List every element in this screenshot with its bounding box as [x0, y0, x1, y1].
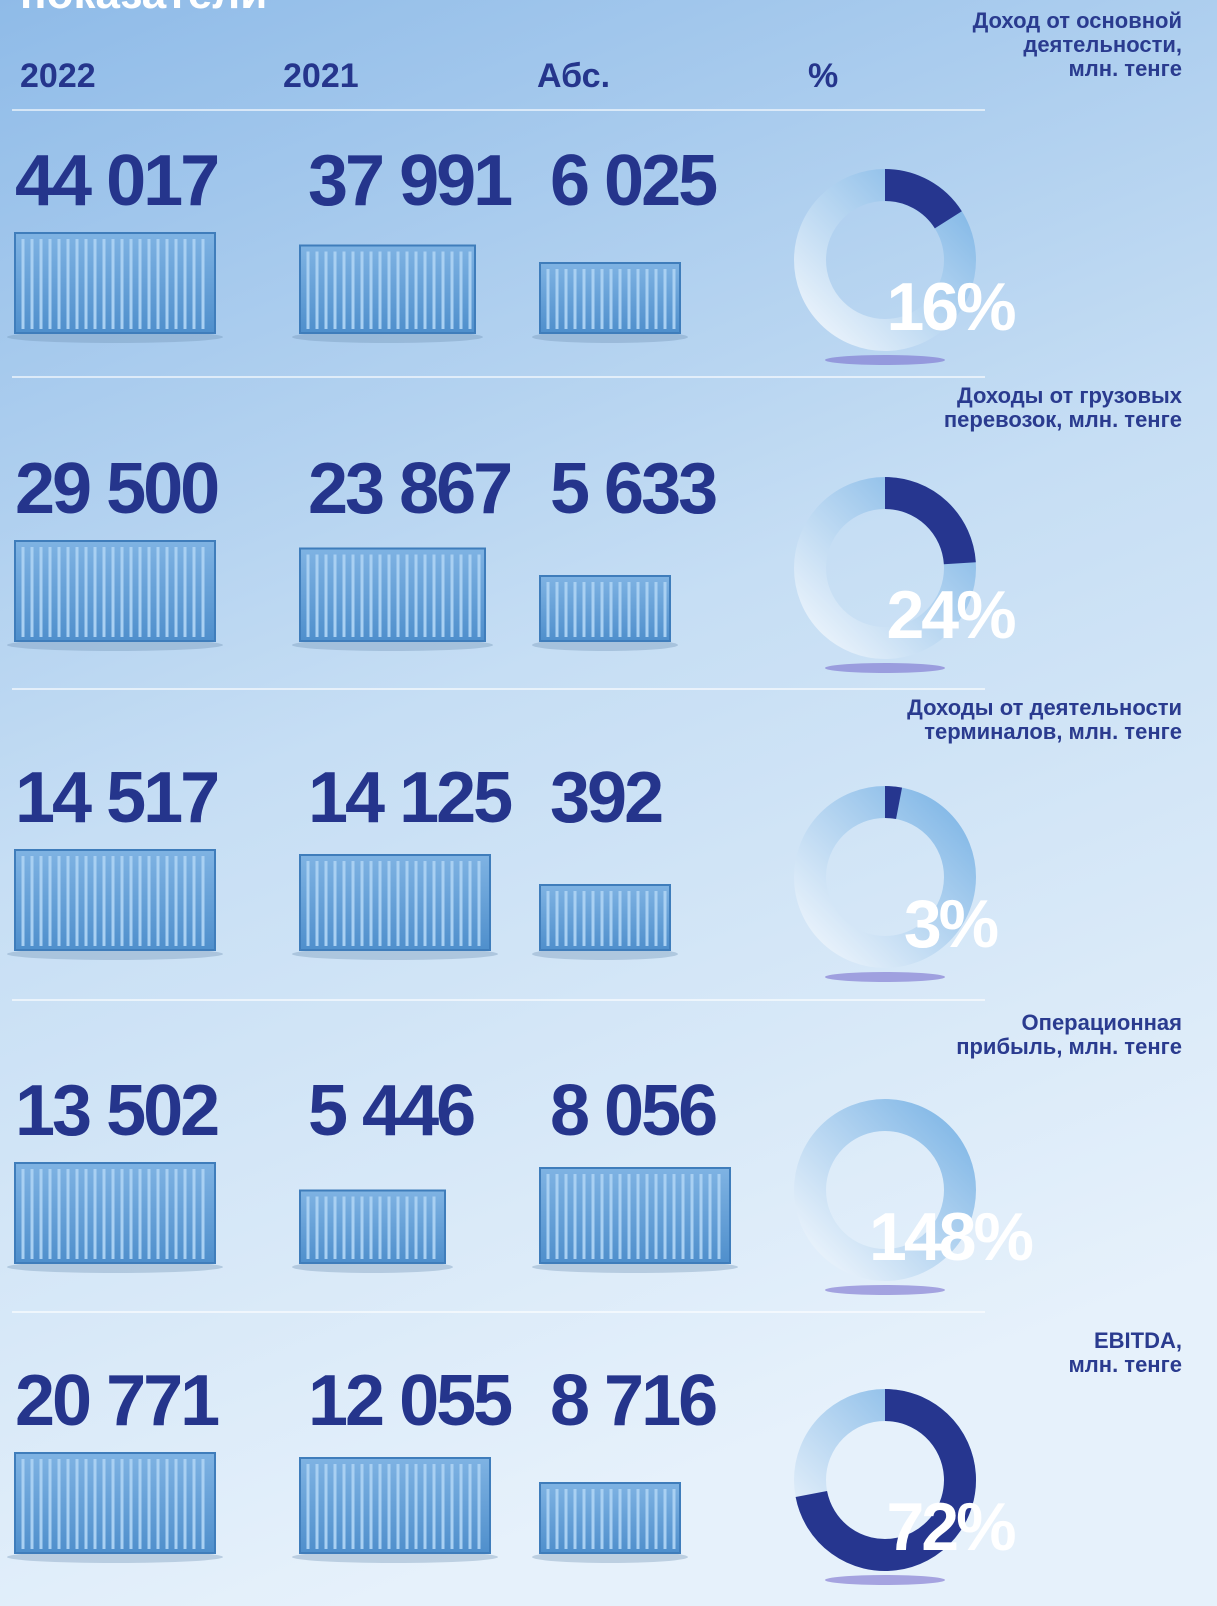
row-title: перевозок, млн. тенге [944, 407, 1182, 432]
header: % [808, 57, 838, 95]
percent-label: 24% [886, 577, 1015, 653]
value: 8 716 [550, 1361, 716, 1441]
percent-label: 16% [886, 269, 1015, 345]
row-title: Доход от основной [973, 8, 1182, 33]
container [539, 575, 671, 642]
donut-arc [884, 169, 962, 229]
container [539, 884, 671, 951]
donut-arc [795, 1389, 976, 1571]
value: 44 017 [15, 141, 217, 221]
container [14, 232, 216, 334]
container [539, 1167, 731, 1264]
value: 5 633 [550, 449, 716, 529]
value: 20 771 [15, 1361, 219, 1441]
row-title: Операционная [1022, 1010, 1182, 1035]
container [14, 540, 216, 642]
donut-arc [884, 786, 903, 820]
value: 14 517 [15, 758, 217, 838]
title: показатели [20, 0, 267, 18]
value: 12 055 [308, 1361, 512, 1441]
header: 2022 [20, 57, 96, 95]
percent-label: 148% [869, 1199, 1032, 1275]
value: 37 991 [308, 141, 512, 221]
container [14, 849, 216, 951]
donut-shadow [825, 1575, 945, 1585]
header: Абс. [537, 57, 610, 95]
row-title: Доходы от грузовых [957, 383, 1183, 408]
container [14, 1452, 216, 1554]
donut-ring [794, 1099, 976, 1281]
row-title: млн. тенге [1069, 56, 1182, 81]
value: 6 025 [550, 141, 717, 221]
percent-label: 3% [904, 886, 998, 962]
percent-label: 72% [886, 1489, 1015, 1565]
donut-arc [884, 477, 976, 565]
value: 14 125 [308, 758, 512, 838]
container [299, 854, 491, 951]
donut-shadow [825, 972, 945, 982]
value: 5 446 [308, 1071, 474, 1151]
header: 2021 [283, 57, 359, 95]
row-title: деятельности, [1023, 32, 1182, 57]
value: 13 502 [15, 1071, 218, 1151]
value: 23 867 [308, 449, 510, 529]
value: 29 500 [15, 449, 218, 529]
row-title: EBITDA, [1094, 1328, 1182, 1353]
value: 392 [550, 758, 662, 838]
container [299, 547, 486, 642]
row-title: млн. тенге [1069, 1352, 1182, 1377]
donut-shadow [825, 1285, 945, 1295]
donut-shadow [825, 355, 945, 365]
value: 8 056 [550, 1071, 716, 1151]
row-title: прибыль, млн. тенге [956, 1034, 1182, 1059]
container [299, 1457, 491, 1554]
donut-shadow [825, 663, 945, 673]
row-title: терминалов, млн. тенге [924, 719, 1182, 744]
container [14, 1162, 216, 1264]
row-title: Доходы от деятельности [907, 695, 1182, 720]
